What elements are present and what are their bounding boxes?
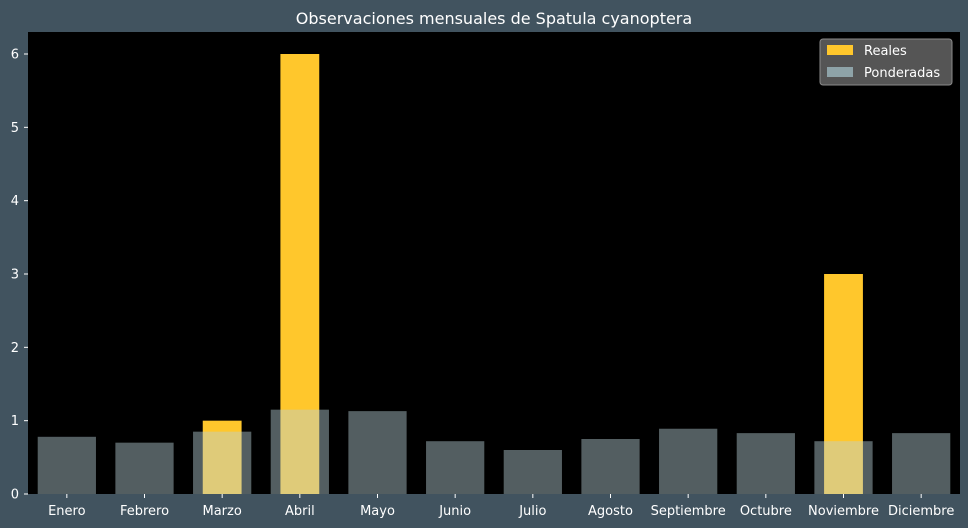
- legend-label-reales: Reales: [864, 44, 907, 59]
- x-tick-label-10: Noviembre: [808, 504, 879, 519]
- bar-ponderadas-6: [503, 450, 562, 494]
- bars-reales: [202, 54, 863, 494]
- bar-ponderadas-9: [736, 433, 795, 494]
- x-tick-label-1: Febrero: [120, 504, 169, 519]
- chart-title: Observaciones mensuales de Spatula cyano…: [296, 9, 692, 28]
- bar-ponderadas-3: [270, 409, 329, 494]
- bar-ponderadas-8: [659, 428, 718, 494]
- y-tick-label-2: 2: [11, 341, 19, 356]
- bar-ponderadas-10: [814, 441, 873, 494]
- legend-label-ponderadas: Ponderadas: [864, 66, 940, 81]
- x-tick-label-7: Agosto: [588, 504, 633, 519]
- bar-reales-3: [280, 54, 320, 494]
- y-tick-label-3: 3: [11, 268, 19, 283]
- x-tick-label-0: Enero: [48, 504, 86, 519]
- bar-ponderadas-0: [37, 436, 96, 494]
- x-tick-label-8: Septiembre: [651, 504, 726, 519]
- bars-ponderadas: [37, 409, 951, 494]
- bar-ponderadas-1: [115, 442, 174, 494]
- legend: Reales Ponderadas: [819, 38, 953, 86]
- x-axis: Enero Febrero Marzo Abril Mayo Junio Julio Agos…: [48, 494, 954, 519]
- y-tick-label-4: 4: [11, 194, 19, 209]
- y-tick-label-5: 5: [11, 121, 19, 136]
- x-tick-label-4: Mayo: [360, 504, 395, 519]
- y-tick-label-0: 0: [11, 488, 19, 503]
- legend-swatch-reales: [827, 45, 853, 55]
- y-tick-label-6: 6: [11, 48, 19, 63]
- y-tick-label-1: 1: [11, 414, 19, 429]
- bar-reales-2: [202, 420, 242, 494]
- bar-ponderadas-2: [193, 431, 252, 494]
- x-tick-label-6: Julio: [518, 504, 546, 519]
- legend-swatch-ponderadas: [827, 67, 853, 77]
- bar-ponderadas-5: [426, 441, 485, 494]
- x-tick-label-11: Diciembre: [888, 504, 954, 519]
- y-axis: 0 1 2 3 4 5 6: [11, 48, 28, 503]
- plot-background: [28, 32, 960, 494]
- x-tick-label-2: Marzo: [203, 504, 242, 519]
- bar-ponderadas-7: [581, 439, 640, 494]
- bar-ponderadas-11: [892, 433, 951, 494]
- bar-ponderadas-4: [348, 411, 407, 494]
- x-tick-label-9: Octubre: [740, 504, 792, 519]
- x-tick-label-3: Abril: [285, 504, 315, 519]
- bar-reales-10: [824, 274, 863, 494]
- x-tick-label-5: Junio: [438, 504, 471, 519]
